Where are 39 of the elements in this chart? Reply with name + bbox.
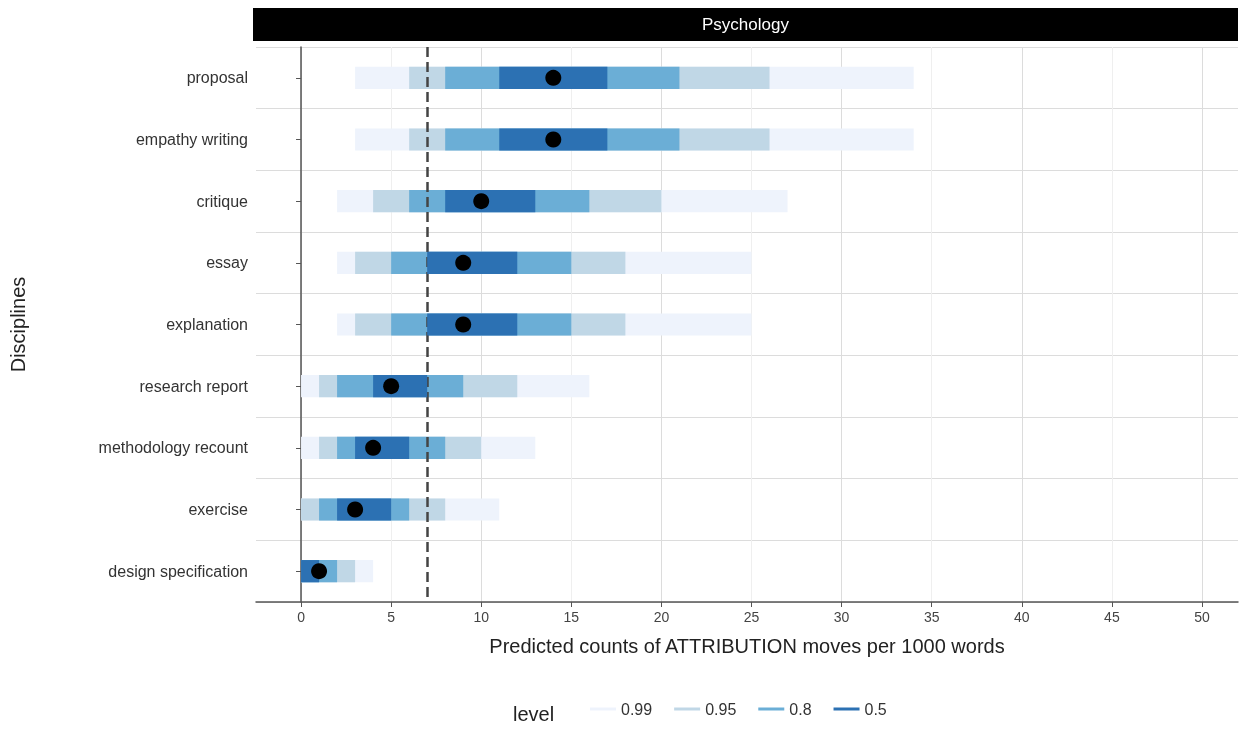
point [455, 316, 472, 333]
point [383, 378, 400, 395]
x-tick-label: 10 [473, 609, 490, 625]
y-tick-label: design specification [108, 562, 248, 580]
y-tick-label: critique [196, 192, 249, 210]
x-tick-label: 45 [1104, 609, 1120, 625]
bar [499, 128, 608, 151]
y-tick-label: proposal [186, 69, 248, 87]
point [347, 501, 364, 518]
x-tick-label: 0 [297, 609, 306, 625]
x-tick-label: 50 [1194, 609, 1210, 625]
legend-title: level [513, 703, 555, 725]
y-tick-label: exercise [188, 501, 249, 518]
x-tick-label: 40 [1013, 609, 1030, 625]
y-tick-label: research report [139, 377, 249, 395]
y-axis-title: Disciplines [7, 276, 29, 373]
x-axis-title: Predicted counts of ATTRIBUTION moves per 1000 words [489, 635, 1005, 657]
point [365, 439, 382, 456]
legend-label: 0.8 [789, 700, 812, 718]
point [455, 254, 472, 271]
legend-label: 0.5 [864, 700, 887, 718]
y-tick-label: empathy writing [135, 131, 248, 148]
chart-title: Psychology [702, 15, 790, 34]
x-tick-label: 5 [387, 609, 396, 625]
bar [499, 66, 608, 89]
x-tick-label: 30 [833, 609, 850, 625]
y-tick-label: essay [206, 254, 248, 272]
point [473, 193, 490, 210]
y-tick-label: explanation [166, 316, 248, 333]
legend-label: 0.99 [621, 700, 653, 718]
x-tick-label: 35 [923, 609, 940, 625]
y-tick-label: methodology recount [98, 439, 249, 457]
bar [427, 313, 518, 336]
x-tick-label: 20 [653, 609, 670, 625]
point [545, 131, 562, 148]
point [545, 69, 562, 86]
x-tick-label: 25 [743, 609, 760, 625]
legend-label: 0.95 [705, 700, 737, 718]
x-tick-label: 15 [563, 609, 580, 625]
